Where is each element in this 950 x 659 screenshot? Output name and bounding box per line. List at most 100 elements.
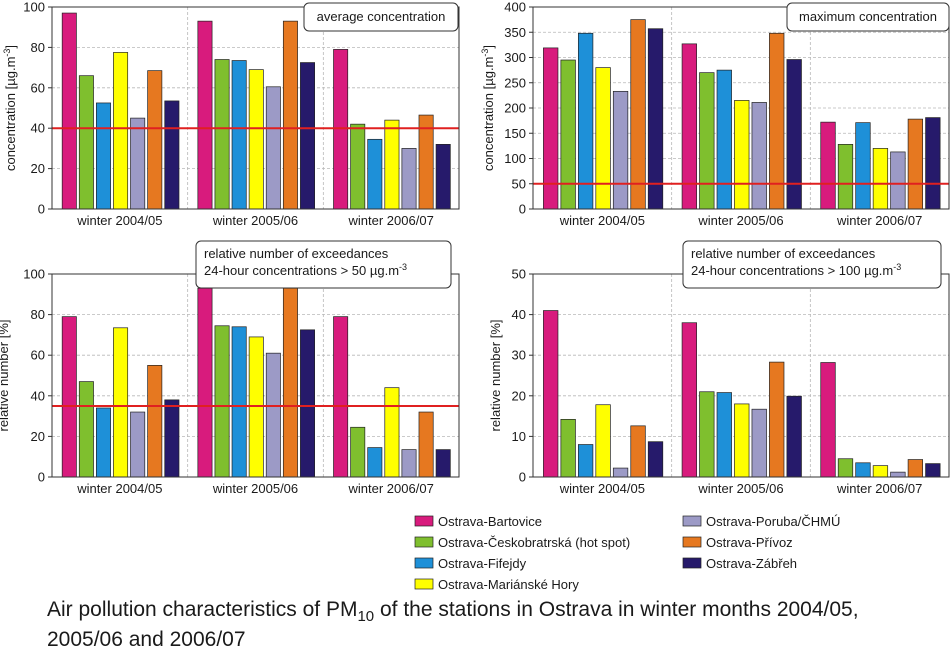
legend-label: Ostrava-Bartovice (438, 514, 542, 529)
legend-swatch (682, 536, 702, 548)
chart-title-box (786, 2, 950, 32)
bar-1-2 (681, 322, 697, 478)
bar-7-3 (435, 144, 451, 210)
y-tick-label: 50 (512, 267, 526, 282)
y-tick-label: 60 (31, 348, 45, 363)
chart-title-box (195, 240, 452, 289)
bar-3-3 (855, 122, 871, 210)
chart-title: maximum concentration (799, 9, 937, 24)
y-tick-label: 100 (23, 0, 45, 15)
bar-3-2 (231, 60, 247, 210)
bar-2-3 (350, 123, 366, 210)
caption-post: of the stations in Ostrava in winter mon… (47, 598, 859, 652)
legend-label: Ostrava-Poruba/ČHMÚ (706, 514, 840, 529)
chart-panel-2: 0 50 100 150 200 250 300 350 400 winter 2004/05 wi… (480, 0, 950, 228)
bar-7-2 (786, 395, 802, 478)
y-tick-label: 40 (31, 121, 45, 136)
x-tick-label: winter 2006/07 (348, 481, 434, 496)
legend-swatch (682, 557, 702, 569)
bar-5-2 (265, 86, 281, 210)
chart-panel-1: 0 20 40 60 80 100 winter 2004/05 winter 2005/06… (2, 0, 460, 228)
bar-1-1 (61, 12, 77, 210)
chart-panel-3: 0 20 40 60 80 100 winter 2004/05 winter 2005/06… (0, 240, 460, 496)
bar-3-1 (577, 444, 594, 478)
x-tick-label: winter 2004/05 (76, 481, 162, 496)
bar-6-2 (769, 361, 785, 478)
legend: Ostrava-Bartovice Ostrava-Českobratrská (… (414, 514, 840, 592)
legend-swatch (414, 578, 434, 590)
bar-3-3 (367, 447, 383, 478)
y-tick-label: 20 (512, 388, 526, 403)
legend-swatch (414, 515, 434, 527)
chart-title: relative number of exceedances (204, 246, 389, 261)
bar-6-2 (282, 20, 298, 210)
bar-4-3 (872, 148, 889, 210)
y-tick-label: 80 (31, 40, 45, 55)
bar-6-1 (147, 365, 163, 478)
bar-5-3 (401, 148, 417, 210)
bar-2-3 (837, 458, 854, 478)
y-tick-label: 100 (504, 151, 526, 166)
bar-4-2 (734, 403, 750, 478)
bar-7-3 (925, 117, 941, 210)
bar-5-2 (751, 102, 767, 210)
y-tick-label: 300 (504, 50, 526, 65)
y-tick-label: 200 (504, 101, 526, 116)
bar-1-3 (820, 362, 836, 478)
bar-2-1 (78, 75, 94, 210)
y-tick-label: 50 (512, 176, 526, 191)
bar-1-3 (820, 121, 836, 210)
bar-2-3 (350, 426, 366, 478)
bar-2-2 (699, 72, 715, 210)
bar-6-1 (630, 425, 646, 478)
bar-5-1 (612, 90, 629, 210)
bar-4-1 (113, 52, 129, 210)
bar-7-1 (647, 441, 664, 478)
y-tick-label: 20 (31, 429, 45, 444)
y-tick-label: 0 (519, 202, 526, 217)
bar-6-1 (147, 70, 163, 210)
bar-4-3 (384, 119, 400, 210)
bar-2-2 (214, 325, 230, 478)
bar-4-1 (595, 67, 611, 210)
figure-caption: Air pollution characteristics of PM10 of… (47, 598, 937, 651)
bar-1-2 (197, 287, 213, 478)
bar-1-1 (543, 310, 559, 478)
caption-sub: 10 (357, 608, 375, 626)
bar-1-1 (61, 316, 77, 478)
x-tick-label: winter 2005/06 (697, 213, 783, 228)
legend-label: Ostrava-Mariánské Hory (438, 577, 579, 592)
y-tick-label: 100 (23, 267, 45, 282)
y-tick-label: 250 (504, 75, 526, 90)
bar-7-2 (786, 59, 802, 210)
y-tick-label: 30 (512, 348, 526, 363)
x-tick-label: winter 2005/06 (212, 213, 298, 228)
bar-7-3 (435, 449, 451, 478)
bar-7-2 (300, 62, 316, 210)
chart-title-box (303, 2, 459, 32)
bar-3-1 (577, 32, 594, 210)
bar-3-2 (716, 69, 732, 210)
y-tick-label: 80 (31, 307, 45, 322)
plot-frame (51, 6, 460, 210)
bar-5-2 (265, 352, 281, 478)
bar-2-2 (699, 391, 715, 478)
chart-title-box (682, 240, 942, 289)
legend-swatch (414, 536, 434, 548)
bar-3-2 (716, 392, 732, 478)
y-tick-label: 40 (31, 388, 45, 403)
chart-title: 24-hour concentrations > 50 µg.m-3 (204, 262, 407, 278)
chart-title: relative number of exceedances (691, 246, 876, 261)
legend-label: Ostrava-Fifejdy (438, 556, 527, 571)
bar-2-1 (78, 381, 94, 478)
y-tick-label: 0 (38, 470, 45, 485)
bar-7-3 (925, 463, 941, 478)
x-tick-label: winter 2006/07 (348, 213, 434, 228)
bar-5-3 (890, 471, 906, 478)
y-tick-label: 10 (512, 429, 526, 444)
bar-1-2 (197, 20, 213, 210)
bar-7-1 (164, 399, 180, 478)
bar-6-2 (282, 287, 298, 478)
